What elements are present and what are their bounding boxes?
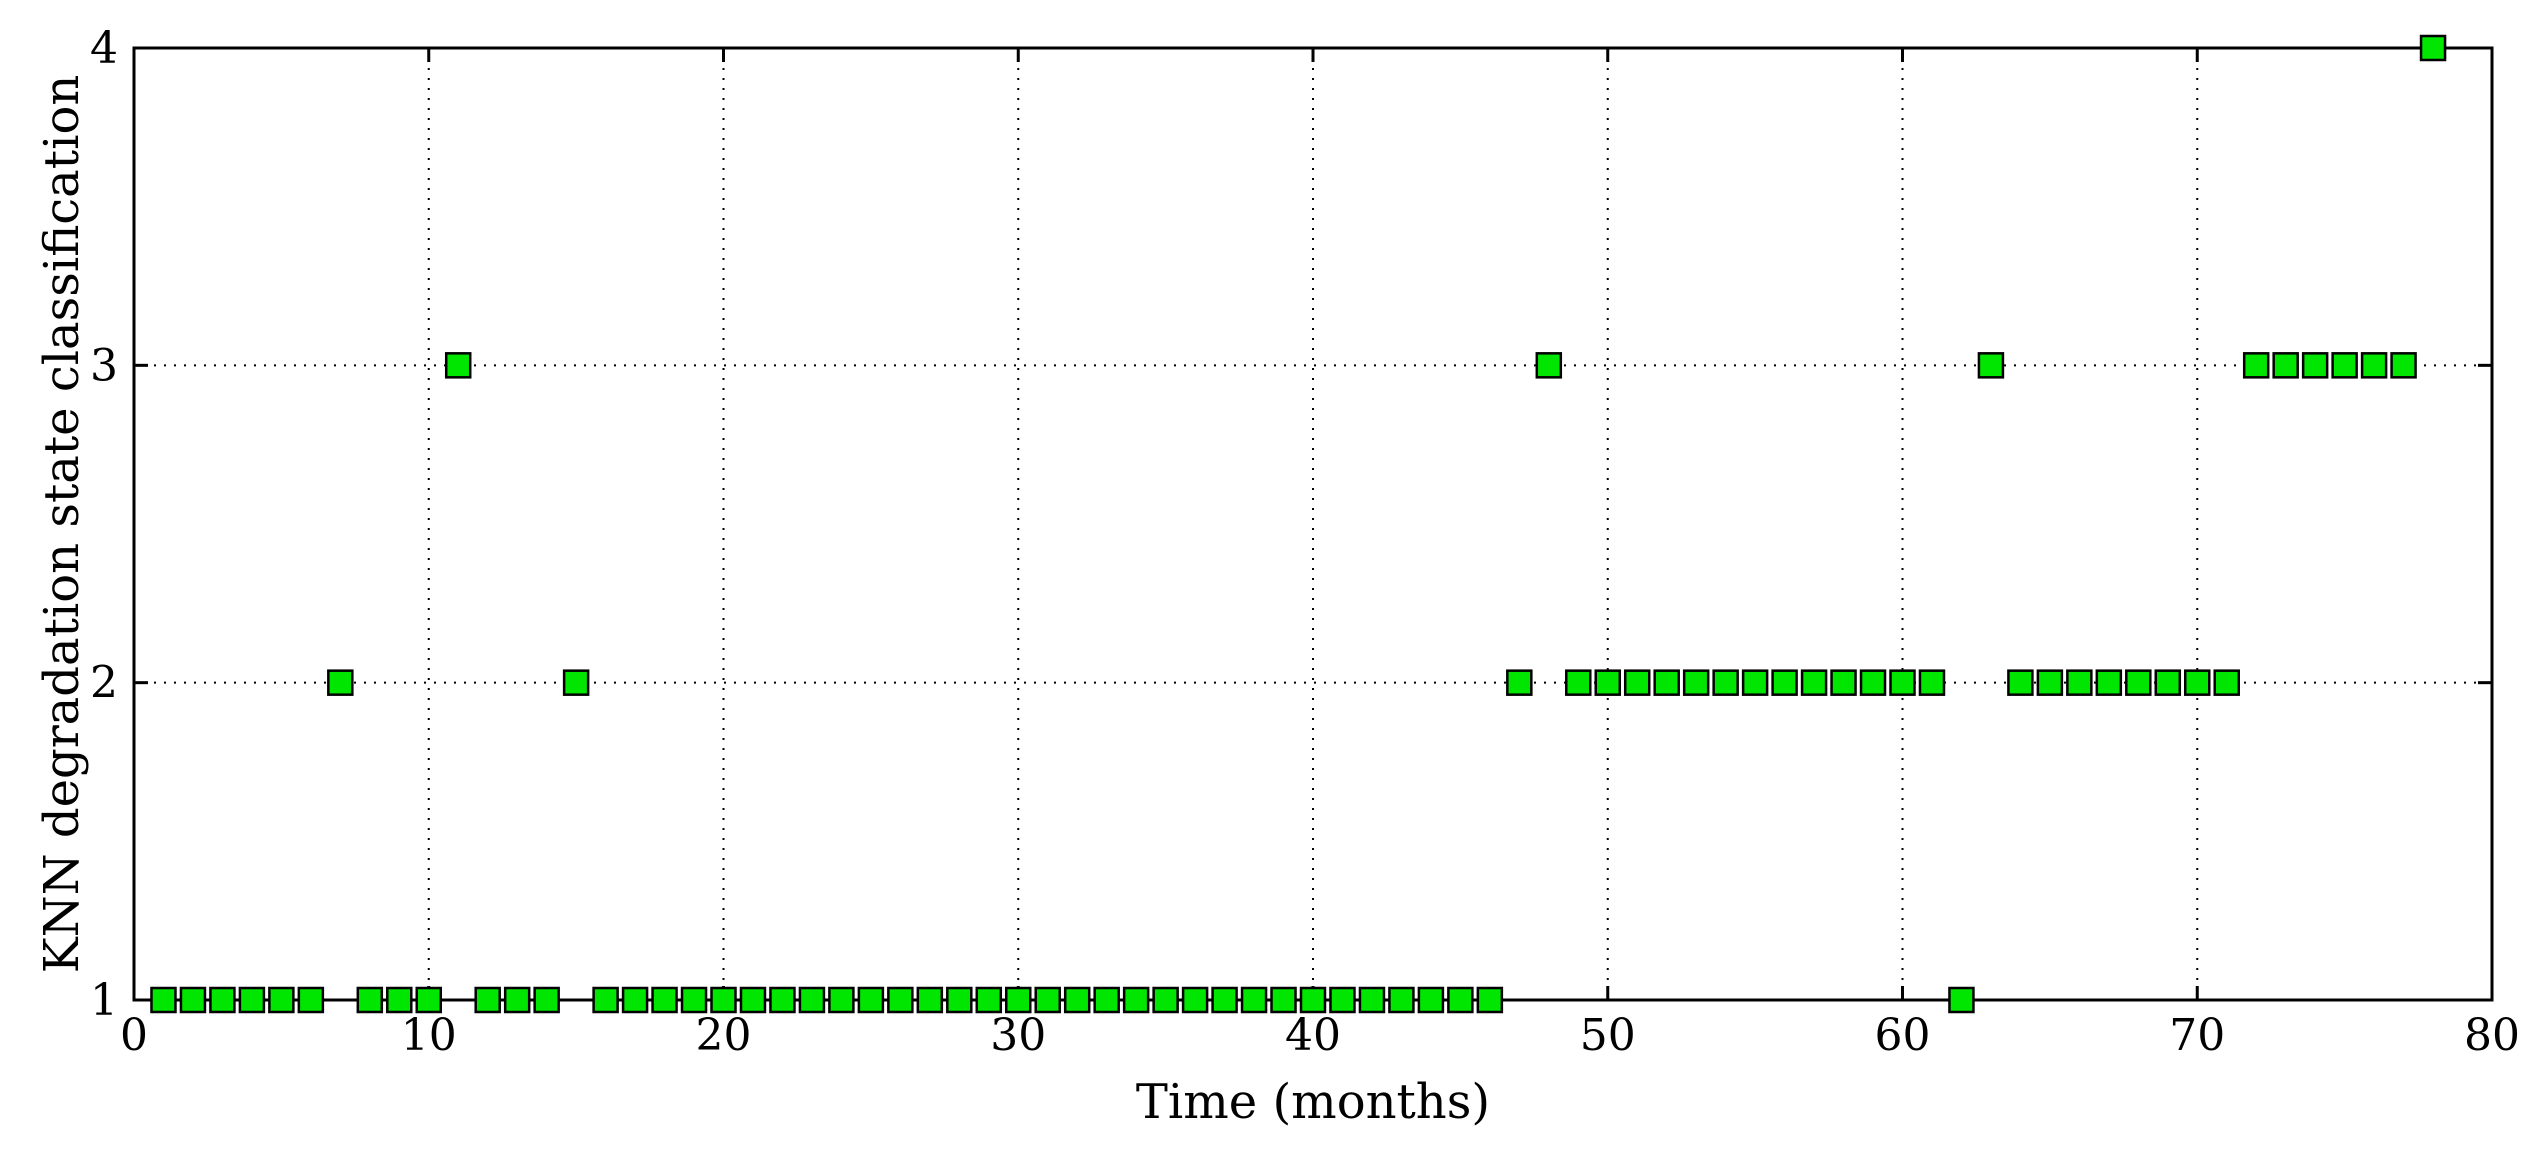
data-point-marker xyxy=(739,986,767,1014)
data-point-marker xyxy=(150,986,177,1014)
data-point-marker xyxy=(2154,669,2182,696)
marker-layer xyxy=(150,34,2447,1014)
data-point-marker xyxy=(1240,986,1268,1014)
data-point-marker xyxy=(857,986,885,1014)
plot-frame xyxy=(132,46,2494,1002)
tick-layer: 0 10 20 30 40 50 60 70 80 1 2 3 4 xyxy=(90,23,2520,1061)
data-point-marker xyxy=(1653,669,1680,696)
data-point-marker xyxy=(1741,669,1769,696)
data-point-marker xyxy=(1889,669,1916,696)
data-point-marker xyxy=(2301,352,2329,379)
data-point-marker xyxy=(386,986,413,1014)
data-point-marker xyxy=(209,986,236,1014)
data-point-marker xyxy=(327,669,354,696)
x-axis-title: Time (months) xyxy=(1136,1074,1490,1130)
x-tick-label: 80 xyxy=(2464,1010,2520,1061)
data-point-marker xyxy=(1152,986,1179,1014)
data-point-marker xyxy=(1358,986,1386,1014)
data-point-marker xyxy=(1181,986,1209,1014)
grid-layer xyxy=(134,48,2492,1000)
data-point-marker xyxy=(238,986,266,1014)
data-point-marker xyxy=(2360,352,2388,379)
data-point-marker xyxy=(415,986,442,1014)
data-point-marker xyxy=(887,986,914,1014)
data-point-marker xyxy=(1476,986,1504,1014)
data-point-marker xyxy=(1771,669,1798,696)
y-tick-label: 1 xyxy=(90,975,118,1026)
data-point-marker xyxy=(2272,352,2299,379)
data-point-marker xyxy=(916,986,944,1014)
data-point-marker xyxy=(592,986,619,1014)
data-point-marker xyxy=(2095,669,2123,696)
data-point-marker xyxy=(1388,986,1415,1014)
data-point-marker xyxy=(946,986,973,1014)
data-point-marker xyxy=(1447,986,1474,1014)
data-point-marker xyxy=(2331,352,2358,379)
data-point-marker xyxy=(1211,986,1238,1014)
data-point-marker xyxy=(1623,669,1651,696)
data-point-marker xyxy=(1977,352,2005,379)
data-point-marker xyxy=(1417,986,1445,1014)
data-point-marker xyxy=(1565,669,1592,696)
data-point-marker xyxy=(1535,352,1563,379)
y-tick-label: 4 xyxy=(90,23,118,74)
data-point-marker xyxy=(1270,986,1297,1014)
data-point-marker xyxy=(2007,669,2034,696)
data-point-marker xyxy=(1005,986,1032,1014)
data-point-marker xyxy=(2125,669,2152,696)
y-axis-title: KNN degradation state classification xyxy=(34,75,90,974)
x-tick-label: 10 xyxy=(401,1010,457,1061)
data-point-marker xyxy=(179,986,207,1014)
data-point-marker xyxy=(1506,669,1533,696)
data-point-marker xyxy=(444,352,472,379)
data-point-marker xyxy=(1830,669,1857,696)
data-point-marker xyxy=(798,986,826,1014)
x-tick-label: 30 xyxy=(990,1010,1046,1061)
data-point-marker xyxy=(268,986,295,1014)
data-point-marker xyxy=(651,986,678,1014)
x-tick-label: 70 xyxy=(2169,1010,2225,1061)
data-point-marker xyxy=(975,986,1003,1014)
data-point-marker xyxy=(680,986,708,1014)
data-point-marker xyxy=(1034,986,1061,1014)
x-tick-label: 20 xyxy=(696,1010,752,1061)
data-point-marker xyxy=(2390,352,2417,379)
data-point-marker xyxy=(1063,986,1091,1014)
data-point-marker xyxy=(562,669,590,696)
data-point-marker xyxy=(503,986,531,1014)
data-point-marker xyxy=(2242,352,2270,379)
y-tick-label: 2 xyxy=(90,658,118,709)
data-point-marker xyxy=(297,986,325,1014)
x-tick-label: 0 xyxy=(120,1010,148,1061)
data-point-marker xyxy=(769,986,796,1014)
data-point-marker xyxy=(1122,986,1150,1014)
data-point-marker xyxy=(1948,986,1975,1014)
x-tick-label: 50 xyxy=(1580,1010,1636,1061)
data-point-marker xyxy=(2184,669,2211,696)
data-point-marker xyxy=(710,986,737,1014)
data-point-marker xyxy=(1918,669,1946,696)
data-point-marker xyxy=(474,986,501,1014)
x-tick-label: 40 xyxy=(1285,1010,1341,1061)
data-point-marker xyxy=(1329,986,1356,1014)
data-point-marker xyxy=(2213,669,2240,696)
data-point-marker xyxy=(2036,669,2064,696)
y-tick-label: 3 xyxy=(90,340,118,391)
data-point-marker xyxy=(533,986,560,1014)
data-point-marker xyxy=(2066,669,2093,696)
x-tick-label: 60 xyxy=(1875,1010,1931,1061)
data-point-marker xyxy=(1800,669,1828,696)
data-point-marker xyxy=(1093,986,1120,1014)
data-point-marker xyxy=(1299,986,1327,1014)
data-point-marker xyxy=(356,986,384,1014)
data-point-marker xyxy=(1712,669,1739,696)
data-point-marker xyxy=(1859,669,1887,696)
data-point-marker xyxy=(2419,34,2447,62)
data-point-marker xyxy=(828,986,855,1014)
data-point-marker xyxy=(1594,669,1621,696)
data-point-marker xyxy=(621,986,649,1014)
data-point-marker xyxy=(1682,669,1710,696)
